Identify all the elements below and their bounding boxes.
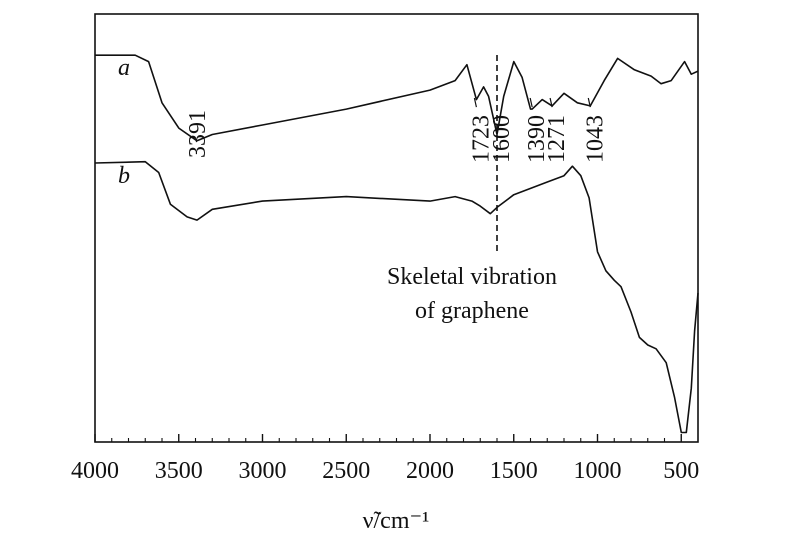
x-tick-label: 1000 — [574, 458, 622, 484]
series-line-b — [94, 160, 699, 434]
series-label-a: a — [118, 55, 130, 81]
series-label-b: b — [118, 163, 130, 189]
x-axis-ticks: 4000 3500 3000 2500 2000 1500 1000 500 — [71, 434, 699, 484]
plot-frame — [94, 13, 699, 443]
peak-label-1600: 1600 — [489, 115, 515, 163]
peak-leader-line — [529, 97, 533, 108]
marker-label-line-1: Skeletal vibration — [387, 264, 557, 290]
peak-label-1271: 1271 — [544, 115, 570, 163]
peak-label-1723: 1723 — [468, 115, 494, 163]
x-tick-label: 2000 — [406, 458, 454, 484]
series-line-a — [95, 54, 699, 142]
x-tick-label: 2500 — [322, 458, 370, 484]
peak-leader-line — [587, 97, 591, 108]
x-tick-label: 3000 — [239, 458, 287, 484]
x-tick-label: 4000 — [71, 458, 119, 484]
series-group: ab — [94, 54, 699, 434]
x-tick-label: 1500 — [490, 458, 538, 484]
marker-label-line-2: of graphene — [415, 298, 529, 324]
x-axis-label: ν̃/cm⁻¹ — [363, 508, 430, 534]
peak-label-1043: 1043 — [582, 115, 608, 163]
x-tick-label: 3500 — [155, 458, 203, 484]
peak-leader-line — [549, 97, 553, 108]
x-tick-label: 500 — [663, 458, 699, 484]
peak-label-3391: 3391 — [185, 110, 211, 158]
peak-leader-line — [473, 97, 477, 108]
peak-label-1390: 1390 — [524, 115, 550, 163]
